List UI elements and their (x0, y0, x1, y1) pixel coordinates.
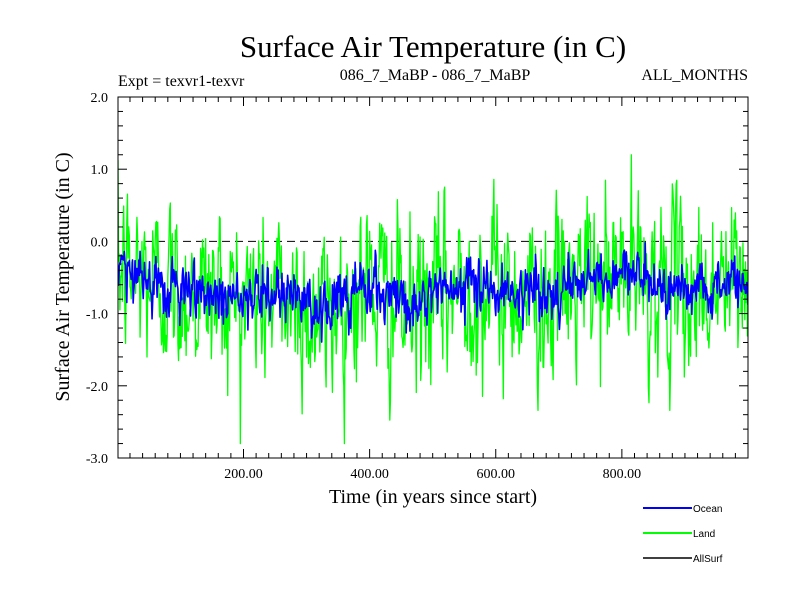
y-axis-label: Surface Air Temperature (in C) (52, 152, 74, 401)
x-tick-label: 200.00 (224, 467, 263, 482)
y-tick-label: -2.0 (86, 380, 108, 395)
legend: Ocean Land AllSurf (643, 504, 723, 565)
plot-area (118, 154, 748, 445)
chart-title: Surface Air Temperature (in C) (240, 29, 626, 64)
legend-label-ocean: Ocean (693, 504, 722, 515)
legend-label-land: Land (693, 529, 715, 540)
x-axis-label: Time (in years since start) (329, 486, 537, 508)
y-tick-label: -3.0 (86, 452, 108, 467)
axes: 200.00 400.00 600.00 800.00 2.0 1.0 0.0 -1.0 -2.… (86, 91, 749, 482)
y-tick-label: 2.0 (91, 91, 109, 106)
legend-label-allsurf: AllSurf (693, 554, 723, 565)
x-tick-label: 600.00 (476, 467, 515, 482)
y-tick-label: -1.0 (86, 308, 108, 323)
expt-label: Expt = texvr1-texvr (118, 73, 245, 90)
series-line-ocean (118, 241, 748, 343)
y-tick-label: 1.0 (91, 163, 109, 178)
x-tick-label: 400.00 (350, 467, 389, 482)
period-label: 086_7_MaBP - 086_7_MaBP (340, 67, 531, 84)
y-tick-label: 0.0 (91, 235, 109, 250)
x-tick-label: 800.00 (603, 467, 642, 482)
months-label: ALL_MONTHS (641, 67, 748, 84)
